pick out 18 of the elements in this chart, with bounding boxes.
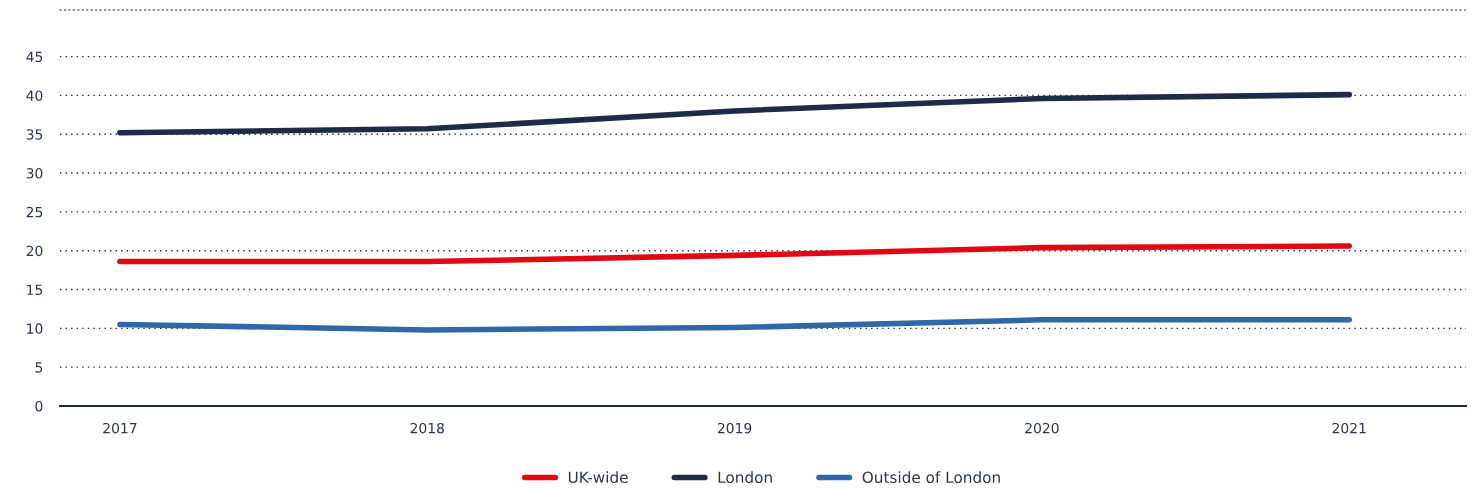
y-tick-label: 5 <box>35 362 43 373</box>
x-tick-label: 2018 <box>410 422 444 434</box>
y-tick-label: 15 <box>27 284 43 295</box>
legend-label: UK-wide <box>568 471 628 484</box>
x-tick-label: 2019 <box>717 422 752 434</box>
x-tick-label: 2020 <box>1025 422 1059 434</box>
legend-label: London <box>718 471 772 484</box>
y-tick-label: 40 <box>26 90 43 101</box>
y-tick-label: 35 <box>26 129 43 140</box>
y-tick-label: 10 <box>27 323 43 334</box>
y-tick-label: 20 <box>26 245 43 257</box>
y-tick-label: 0 <box>35 400 43 412</box>
x-tick-label: 2017 <box>103 422 137 434</box>
legend-label: Outside of London <box>862 471 1000 484</box>
x-tick-label: 2021 <box>1332 422 1366 434</box>
y-tick-label: 25 <box>26 206 43 218</box>
y-tick-label: 30 <box>26 168 43 179</box>
y-tick-label: 45 <box>26 51 43 63</box>
